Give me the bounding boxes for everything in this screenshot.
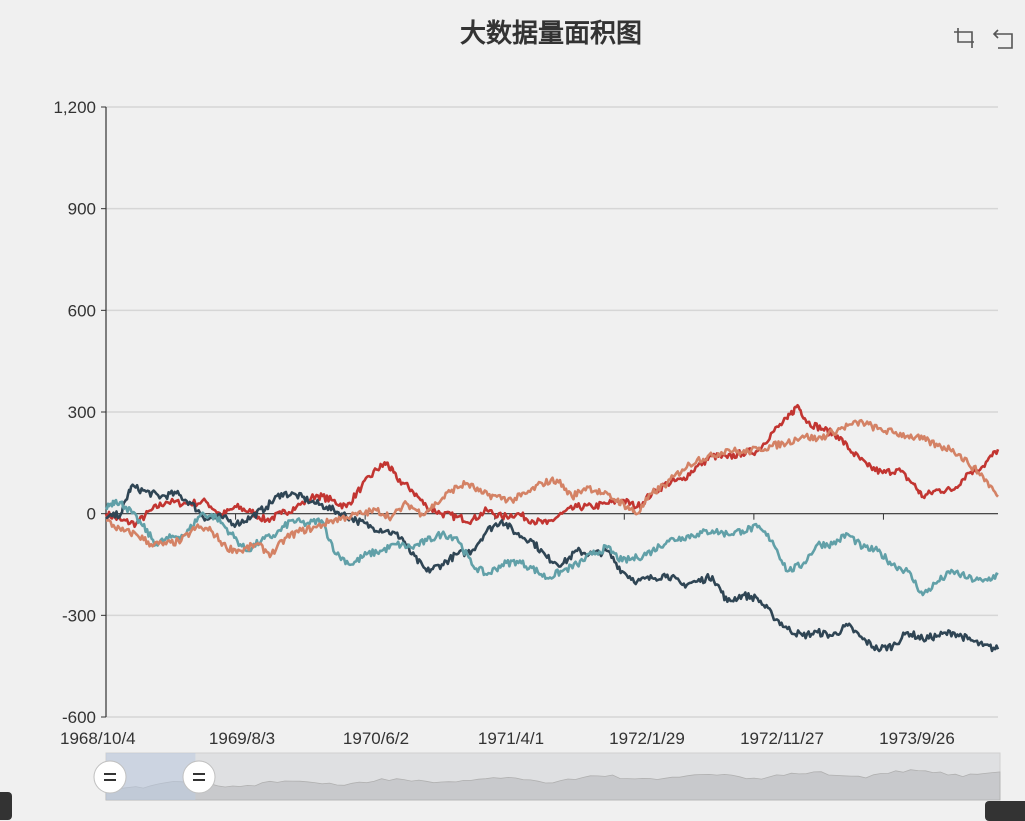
y-tick-label: 300 (68, 403, 96, 422)
series-group (104, 403, 1000, 653)
slider-handle-right[interactable] (182, 760, 216, 794)
series-line-2 (105, 483, 1000, 653)
y-tick-label: -300 (62, 606, 96, 625)
x-tick-label: 1969/8/3 (209, 729, 275, 748)
x-tick-label: 1968/10/4 (60, 729, 136, 748)
slider-shadow-area (105, 769, 1001, 801)
slider-handle-left[interactable] (93, 760, 127, 794)
y-tick-label: 0 (87, 505, 96, 524)
y-tick-label: 600 (68, 301, 96, 320)
series-line-4 (106, 418, 999, 559)
y-tick-label: 1,200 (53, 98, 96, 117)
x-tick-label: 1973/9/26 (879, 729, 955, 748)
chart-title: 大数据量面积图 (460, 19, 642, 49)
series-line-1 (104, 403, 1000, 529)
x-tick-label: 1970/6/2 (343, 729, 409, 748)
restore-icon[interactable] (992, 26, 1016, 50)
data-zoom-icon[interactable] (952, 26, 976, 50)
x-tick-label: 1972/11/27 (740, 729, 824, 748)
x-tick-label: 1972/1/29 (609, 729, 685, 748)
x-tick-label: 1971/4/1 (478, 729, 544, 748)
y-tick-label: 900 (68, 200, 96, 219)
grid (106, 106, 998, 718)
data-zoom-slider[interactable] (93, 752, 1001, 801)
corner-button-left[interactable] (0, 792, 12, 820)
corner-button-right[interactable] (985, 801, 1025, 821)
series-line-3 (104, 498, 999, 597)
y-tick-label: -600 (62, 708, 96, 727)
